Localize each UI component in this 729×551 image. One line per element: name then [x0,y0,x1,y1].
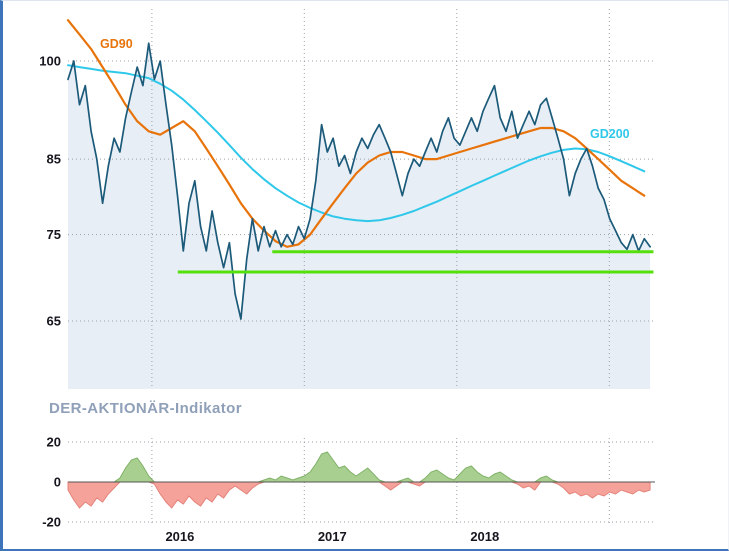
price-y-axis-tick: 85 [47,152,61,167]
price-area-fill [68,43,651,389]
price-y-axis-tick: 65 [47,314,61,329]
indicator-title: DER-AKTIONÄR-Indikator [49,400,242,417]
price-y-axis-tick: 100 [39,54,61,69]
indicator-panel: 20 0 -20 2016 2017 2018 [42,435,655,544]
indicator-positive-area [68,451,651,483]
indicator-y-axis-tick: 0 [54,475,61,490]
gd200-series-label: GD200 [590,127,630,141]
indicator-y-axis-tick: -20 [42,515,61,530]
indicator-negative-area [67,481,651,509]
price-y-axis-tick: 75 [47,227,61,242]
x-axis-tick: 2018 [470,529,499,544]
gd90-series-label: GD90 [100,37,133,51]
x-axis-tick: 2017 [318,529,347,544]
indicator-y-axis-tick: 20 [47,435,61,450]
price-panel: 100 85 75 65 [39,9,655,389]
gd90-line [66,19,646,248]
x-axis-tick: 2016 [165,529,194,544]
price-line [67,42,651,320]
